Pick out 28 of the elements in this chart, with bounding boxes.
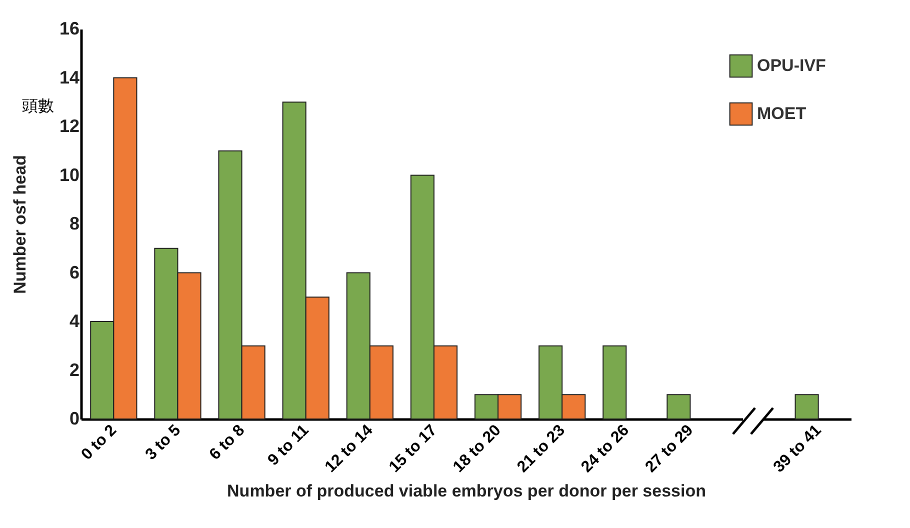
y-tick-label: 14 [59,67,80,88]
x-tick-label: 15 to 17 [386,422,440,476]
x-tick-label: 3 to 5 [142,422,184,464]
y-tick-label: 8 [69,214,80,234]
text: 頭數 [20,96,56,117]
legend-label: OPU-IVF [757,56,826,75]
x-tick-label: 9 to 11 [264,422,312,470]
x-tick-label: 0 to 2 [78,422,120,464]
bar [602,345,627,420]
x-tick-label: 39 to 41 [770,422,825,476]
x-tick-label: 27 to 29 [642,422,697,476]
bar [666,394,691,420]
y-tick-label: 0 [69,408,80,428]
y-tick-label: 16 [59,18,80,38]
y-tick-label: 2 [69,360,80,380]
y-tick-label: 12 [59,116,80,136]
legend-label: MOET [757,104,807,123]
y-axis-title: Number osf head [10,155,30,294]
x-tick-label: 12 to 14 [322,422,376,476]
x-tick-label: 18 to 20 [450,422,504,476]
y-tick-label: 10 [59,164,80,185]
y-tick-label: 6 [69,262,80,282]
x-tick-label: 21 to 23 [514,422,569,476]
bar [794,394,819,420]
x-tick-label: 6 to 8 [206,422,248,464]
x-axis-title: Number of produced viable embryos per donor per session [227,481,706,500]
x-tick-label: 24 to 26 [578,422,633,476]
y-tick-label: 4 [69,311,80,331]
